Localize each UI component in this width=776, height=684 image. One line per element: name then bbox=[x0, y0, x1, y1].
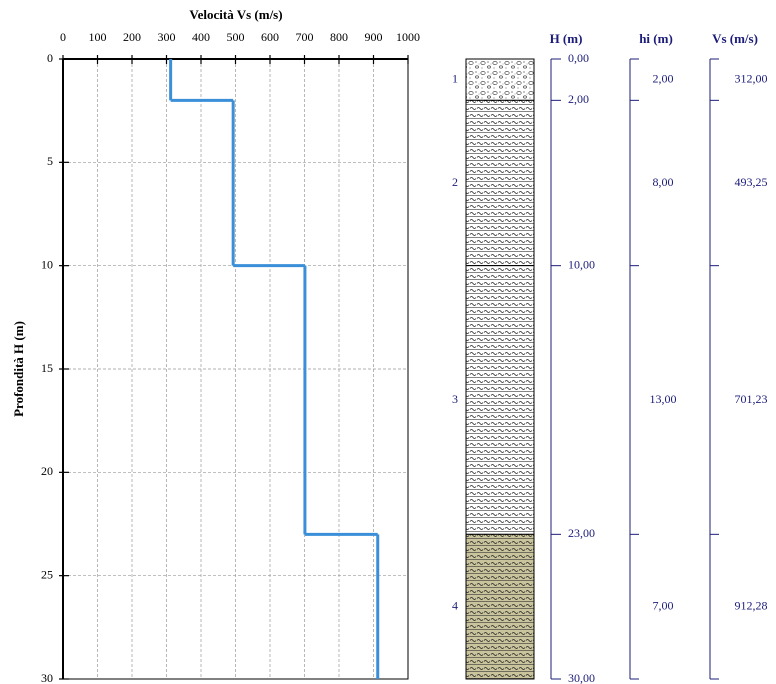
thickness-label: 7,00 bbox=[653, 598, 674, 612]
y-tick-label: 10 bbox=[41, 257, 53, 271]
y-tick-label: 30 bbox=[41, 671, 53, 684]
layer-number: 3 bbox=[452, 392, 458, 406]
layer-number: 1 bbox=[452, 71, 458, 85]
x-tick-label: 700 bbox=[296, 30, 314, 44]
y-tick-label: 0 bbox=[47, 51, 53, 65]
thickness-label: 2,00 bbox=[653, 71, 674, 85]
depth-label: 10,00 bbox=[568, 257, 595, 271]
depth-label: 2,00 bbox=[568, 92, 589, 106]
layer-number: 2 bbox=[452, 175, 458, 189]
x-tick-label: 800 bbox=[330, 30, 348, 44]
x-tick-label: 400 bbox=[192, 30, 210, 44]
vs-label: 493,25 bbox=[735, 175, 768, 189]
vs-label: 912,28 bbox=[735, 598, 768, 612]
x-tick-label: 600 bbox=[261, 30, 279, 44]
layer bbox=[466, 100, 534, 265]
depth-label: 23,00 bbox=[568, 526, 595, 540]
y-tick-label: 15 bbox=[41, 361, 53, 375]
layer bbox=[466, 59, 534, 100]
vs-header: Vs (m/s) bbox=[712, 31, 758, 46]
y-tick-label: 25 bbox=[41, 567, 53, 581]
layer-number: 4 bbox=[452, 598, 458, 612]
depth-label: 0,00 bbox=[568, 51, 589, 65]
x-tick-label: 1000 bbox=[396, 30, 420, 44]
x-tick-label: 200 bbox=[123, 30, 141, 44]
x-tick-label: 900 bbox=[365, 30, 383, 44]
layer bbox=[466, 534, 534, 679]
vs-label: 701,23 bbox=[735, 392, 768, 406]
x-tick-label: 500 bbox=[227, 30, 245, 44]
thickness-label: 8,00 bbox=[653, 175, 674, 189]
chart-title: Velocità Vs (m/s) bbox=[189, 7, 282, 22]
y-axis-label: Profondità H (m) bbox=[11, 321, 26, 417]
thickness-header: hi (m) bbox=[639, 31, 673, 46]
vs-label: 312,00 bbox=[735, 71, 768, 85]
x-tick-label: 0 bbox=[60, 30, 66, 44]
y-tick-label: 5 bbox=[47, 154, 53, 168]
depth-label: 30,00 bbox=[568, 671, 595, 684]
thickness-label: 13,00 bbox=[650, 392, 677, 406]
layer bbox=[466, 266, 534, 535]
y-tick-label: 20 bbox=[41, 464, 53, 478]
chart: Velocità Vs (m/s) Profondità H (m) H (m)… bbox=[0, 0, 776, 684]
x-tick-label: 100 bbox=[89, 30, 107, 44]
x-tick-label: 300 bbox=[158, 30, 176, 44]
depth-header: H (m) bbox=[550, 31, 583, 46]
